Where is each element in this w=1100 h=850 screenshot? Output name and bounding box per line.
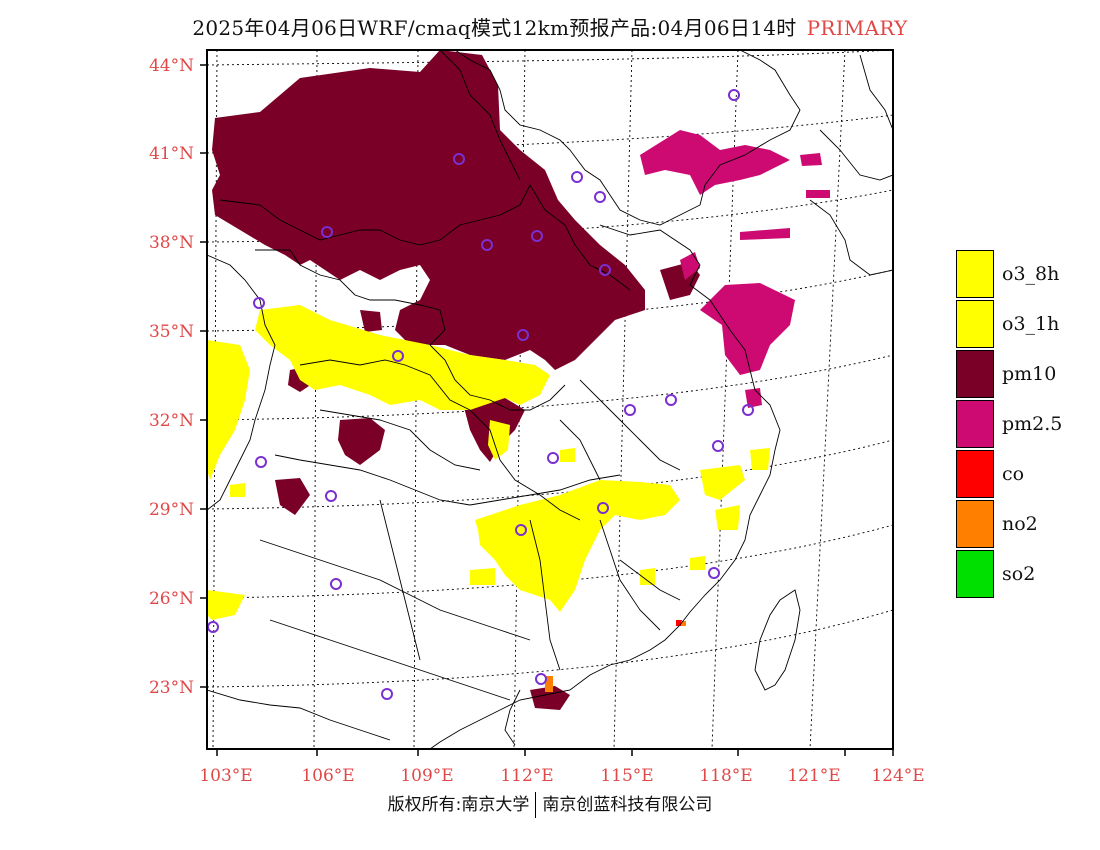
map-title: 2025年04月06日WRF/cmaq模式12km预报产品:04月06日14时 P… [0, 12, 1100, 41]
lon-label-103: 103°E [199, 766, 252, 786]
lat-label-26: 26°N [149, 589, 194, 609]
legend-label: pm10 [1002, 363, 1057, 385]
legend-swatch [956, 400, 994, 448]
lat-label-23: 23°N [149, 678, 194, 698]
lat-label-44: 44°N [149, 56, 194, 76]
copyright-left: 版权所有:南京大学 [387, 795, 530, 815]
legend-swatch [956, 500, 994, 548]
lon-axis: 103°E 106°E 109°E 112°E 115°E 118°E 121°… [199, 749, 925, 786]
map-content [207, 50, 893, 749]
lon-label-112: 112°E [500, 766, 553, 786]
legend-swatch [956, 350, 994, 398]
title-text: 2025年04月06日WRF/cmaq模式12km预报产品:04月06日14时 [192, 16, 797, 40]
legend-swatch [956, 250, 994, 298]
legend-item-so2: so2 [956, 549, 1076, 599]
legend-label: pm2.5 [1002, 413, 1063, 435]
legend-item-pm25: pm2.5 [956, 399, 1076, 449]
lon-label-121: 121°E [787, 766, 840, 786]
boundaries [207, 50, 893, 749]
lon-label-124: 124°E [871, 766, 924, 786]
pollutant-legend: o3_8h o3_1h pm10 pm2.5 co no2 so2 [956, 249, 1076, 599]
legend-label: no2 [1002, 513, 1038, 535]
legend-swatch [956, 550, 994, 598]
legend-label: o3_1h [1002, 313, 1060, 335]
legend-item-o3-8h: o3_8h [956, 249, 1076, 299]
footer-divider [535, 792, 537, 818]
legend-label: co [1002, 463, 1025, 485]
lat-label-29: 29°N [149, 500, 194, 520]
legend-swatch [956, 450, 994, 498]
legend-item-co: co [956, 449, 1076, 499]
legend-item-o3-1h: o3_1h [956, 299, 1076, 349]
copyright-right: 南京创蓝科技有限公司 [542, 795, 713, 815]
lon-label-118: 118°E [699, 766, 752, 786]
copyright-footer: 版权所有:南京大学 南京创蓝科技有限公司 [0, 790, 1100, 818]
lat-label-41: 41°N [149, 144, 194, 164]
no2-co-spots [545, 620, 686, 692]
lon-label-115: 115°E [600, 766, 653, 786]
lon-label-106: 106°E [301, 766, 354, 786]
legend-label: o3_8h [1002, 263, 1060, 285]
lat-label-38: 38°N [149, 233, 194, 253]
map-frame [206, 49, 894, 750]
primary-label: PRIMARY [806, 16, 908, 40]
lat-axis: 44°N 41°N 38°N 35°N 32°N 29°N 26°N 23°N [149, 56, 207, 698]
lat-label-35: 35°N [149, 322, 194, 342]
station-markers [207, 89, 754, 700]
lat-label-32: 32°N [149, 411, 194, 431]
legend-label: so2 [1002, 563, 1036, 585]
lon-label-109: 109°E [400, 766, 453, 786]
legend-item-no2: no2 [956, 499, 1076, 549]
legend-item-pm10: pm10 [956, 349, 1076, 399]
legend-swatch [956, 300, 994, 348]
